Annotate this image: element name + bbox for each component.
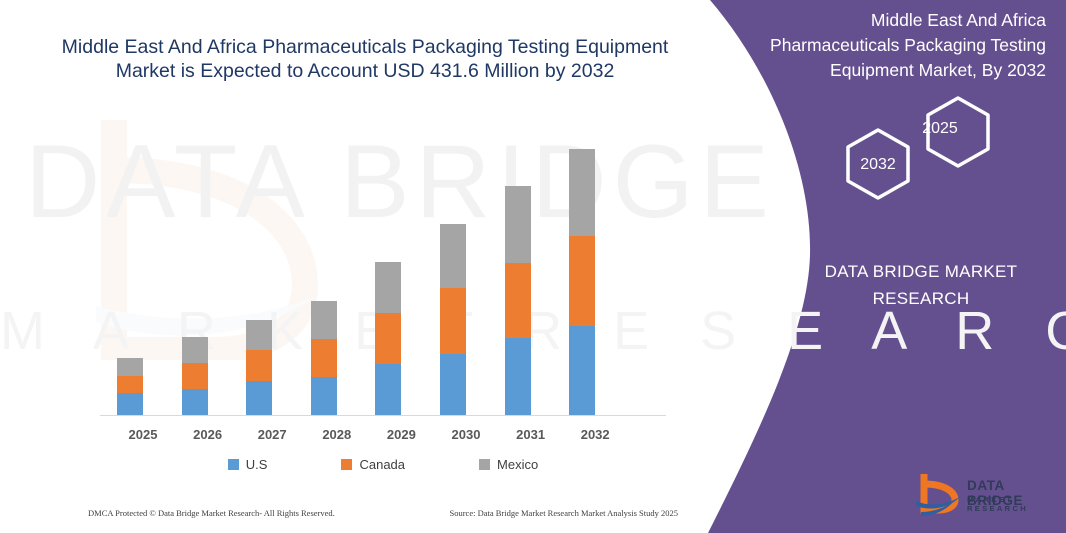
bar-2028 [310, 301, 337, 415]
x-axis-label-2025: 2025 [128, 427, 158, 442]
panel-brand-line2: RESEARCH [872, 289, 970, 308]
bar-segment-canada-2028 [310, 339, 337, 377]
bar-segment-us-2028 [310, 377, 337, 415]
data-bridge-b-logo-icon [916, 472, 961, 516]
hexagon-outlines-icon [846, 96, 990, 200]
watermark-wordmark: DATA BRIDGE [25, 124, 775, 240]
footer-copyright: DMCA Protected © Data Bridge Market Rese… [88, 508, 335, 518]
x-axis-label-2031: 2031 [516, 427, 546, 442]
legend-item-mexico[interactable]: Mexico [479, 457, 538, 472]
bar-2030 [440, 224, 466, 415]
page-title: Middle East And Africa Pharmaceuticals P… [61, 36, 669, 82]
chart-baseline-axis [100, 415, 666, 416]
x-axis-label-2027: 2027 [257, 427, 287, 442]
x-axis-label-2028: 2028 [322, 427, 352, 442]
footer: DMCA Protected © Data Bridge Market Rese… [88, 508, 678, 518]
legend-label: Mexico [497, 457, 539, 472]
bar-segment-mexico-2032 [569, 149, 596, 236]
bar-2029 [375, 262, 402, 415]
bar-segment-canada-2031 [504, 263, 531, 338]
legend-item-canada[interactable]: Canada [341, 457, 405, 472]
x-axis-label-2026: 2026 [193, 427, 223, 442]
stacked-bar-chart [100, 120, 666, 416]
bar-segment-us-2030 [440, 354, 466, 415]
footer-source: Source: Data Bridge Market Research Mark… [449, 508, 678, 518]
legend-label: U.S [245, 457, 268, 472]
bar-segment-us-2027 [246, 381, 273, 415]
x-axis-label-2032: 2032 [580, 427, 610, 442]
bar-segment-us-2026 [181, 389, 208, 415]
bar-segment-mexico-2025 [117, 358, 143, 376]
logo-tagline: MARKET RESEARCH [967, 495, 1029, 513]
data-bridge-b-logo-icon [96, 120, 319, 360]
bar-2026 [181, 337, 208, 415]
bar-2025 [117, 358, 143, 415]
bar-segment-us-2031 [504, 338, 531, 415]
bar-segment-mexico-2027 [246, 320, 273, 350]
chart-plot-area [100, 120, 666, 416]
panel-title: Middle East And Africa Pharmaceuticals P… [770, 10, 1046, 80]
x-axis-label-2029: 2029 [386, 427, 416, 442]
bar-segment-us-2029 [375, 364, 402, 415]
x-axis-label-2030: 2030 [451, 427, 481, 442]
hexagon-label-right: 2025 [922, 120, 958, 137]
chart-legend: U.S Canada Mexico [100, 457, 666, 472]
panel-brand: DATA BRIDGE MARKET RESEARCH [790, 258, 1052, 312]
year-hexagons: 2032 2025 [818, 96, 998, 206]
bar-2027 [246, 320, 273, 415]
bar-segment-mexico-2028 [310, 301, 337, 339]
data-bridge-logo: DATA BRIDGE MARKET RESEARCH [915, 472, 1057, 518]
bar-segment-mexico-2026 [181, 337, 208, 363]
legend-swatch-icon [227, 459, 239, 470]
bar-segment-canada-2030 [440, 288, 466, 354]
bar-segment-us-2032 [569, 326, 596, 415]
bar-segment-canada-2027 [246, 350, 273, 381]
bar-segment-mexico-2031 [504, 186, 531, 263]
bar-segment-canada-2032 [569, 236, 596, 326]
bar-segment-canada-2025 [117, 376, 143, 393]
legend-label: Canada [359, 457, 406, 472]
bar-segment-canada-2026 [181, 363, 208, 389]
panel-brand-line1: DATA BRIDGE MARKET [824, 262, 1018, 281]
bar-segment-canada-2029 [375, 313, 402, 364]
bar-segment-us-2025 [117, 393, 143, 415]
bar-segment-mexico-2030 [440, 224, 466, 288]
bar-segment-mexico-2029 [375, 262, 402, 313]
bar-2031 [504, 186, 531, 415]
legend-swatch-icon [479, 459, 491, 470]
bar-2032 [569, 149, 596, 415]
hexagon-label-left: 2032 [860, 156, 896, 173]
chart-x-axis-labels: 2025 2026 2027 2028 2029 2030 2031 2032 [100, 427, 666, 445]
legend-item-us[interactable]: U.S [227, 457, 268, 472]
legend-swatch-icon [341, 459, 353, 470]
